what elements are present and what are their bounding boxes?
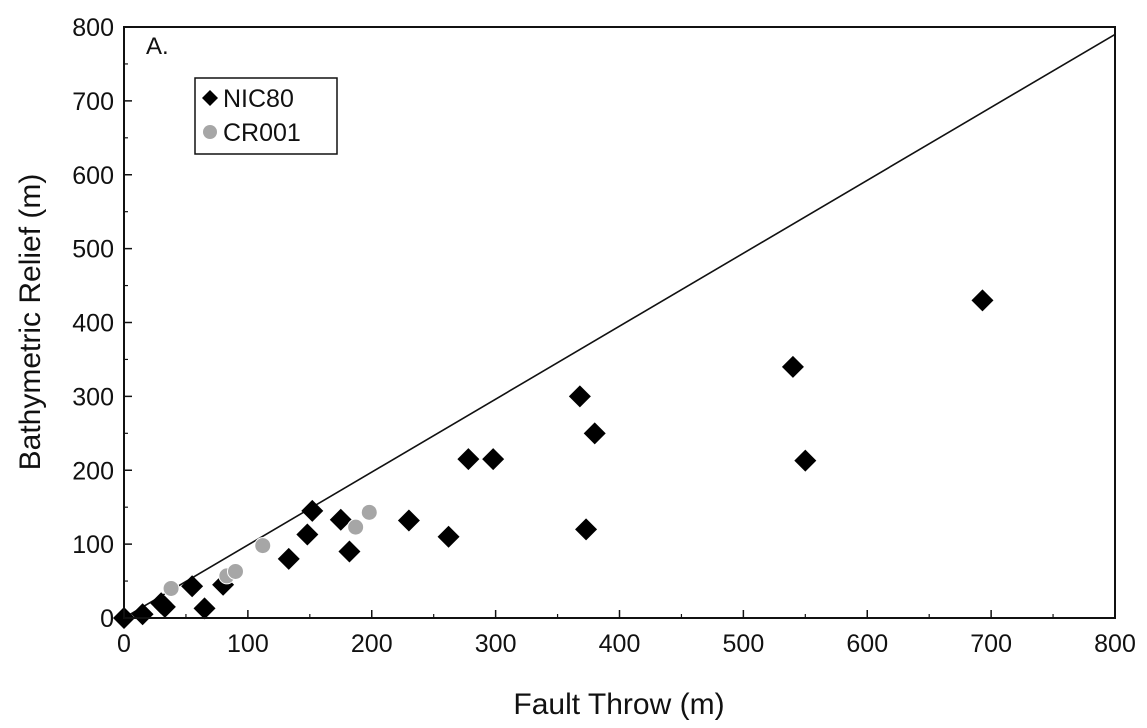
legend-entries: NIC80 CR001 [202, 85, 301, 147]
nic80-point [568, 385, 591, 408]
nic80-point [437, 525, 460, 548]
y-tick-label: 600 [72, 162, 114, 190]
y-axis-title: Bathymetric Relief (m) [14, 174, 47, 471]
cr001-point [162, 579, 180, 597]
nic80-legend-marker [202, 90, 218, 106]
nic80-point [583, 422, 606, 445]
nic80-point [397, 509, 420, 532]
nic80-point [301, 499, 324, 522]
x-tick-label: 700 [970, 630, 1012, 658]
x-tick-label: 600 [846, 630, 888, 658]
nic80-point [338, 540, 361, 563]
x-tick-label: 400 [599, 630, 641, 658]
cr001-point [254, 537, 272, 555]
nic80-point [131, 603, 154, 626]
y-axis-ticks: 0 100 200 300 400 500 600 700 800 [72, 14, 132, 633]
x-tick-label: 200 [351, 630, 393, 658]
nic80-point [329, 508, 352, 531]
nic80-point [153, 595, 176, 618]
x-axis-title: Fault Throw (m) [513, 688, 724, 721]
legend: NIC80 CR001 [194, 77, 338, 155]
x-tick-label: 800 [1094, 630, 1136, 658]
x-tick-label: 500 [723, 630, 765, 658]
cr001-point [360, 503, 378, 521]
nic80-point [296, 523, 319, 546]
nic80-point [794, 449, 817, 472]
nic80-point [575, 518, 598, 541]
y-tick-label: 800 [72, 14, 114, 42]
reference-line-layer [123, 33, 1116, 619]
x-tick-label: 100 [227, 630, 269, 658]
y-tick-label: 400 [72, 310, 114, 338]
x-axis-ticks: 0 100 200 300 400 500 600 700 800 [117, 610, 1136, 658]
y-tick-label: 0 [100, 605, 114, 633]
y-tick-label: 200 [72, 457, 114, 485]
nic80-point [181, 575, 204, 598]
nic80-point [482, 448, 505, 471]
legend-box [194, 77, 338, 155]
cr001-point [226, 562, 244, 580]
x-tick-label: 300 [475, 630, 517, 658]
panel-label: A. [146, 33, 169, 60]
nic80-point [781, 355, 804, 378]
one-to-one-reference-line [123, 33, 1116, 619]
nic80-point [971, 289, 994, 312]
cr001-legend-label: CR001 [223, 119, 301, 147]
x-tick-label: 0 [117, 630, 131, 658]
cr001-legend-marker [203, 125, 217, 139]
nic80-point [193, 597, 216, 620]
data-points-layer [113, 289, 994, 629]
nic80-point [277, 547, 300, 570]
nic80-legend-label: NIC80 [223, 85, 294, 113]
y-tick-label: 700 [72, 88, 114, 116]
y-tick-label: 100 [72, 531, 114, 559]
nic80-point [457, 448, 480, 471]
y-tick-label: 300 [72, 383, 114, 411]
y-tick-label: 500 [72, 236, 114, 264]
cr001-point [347, 518, 365, 536]
